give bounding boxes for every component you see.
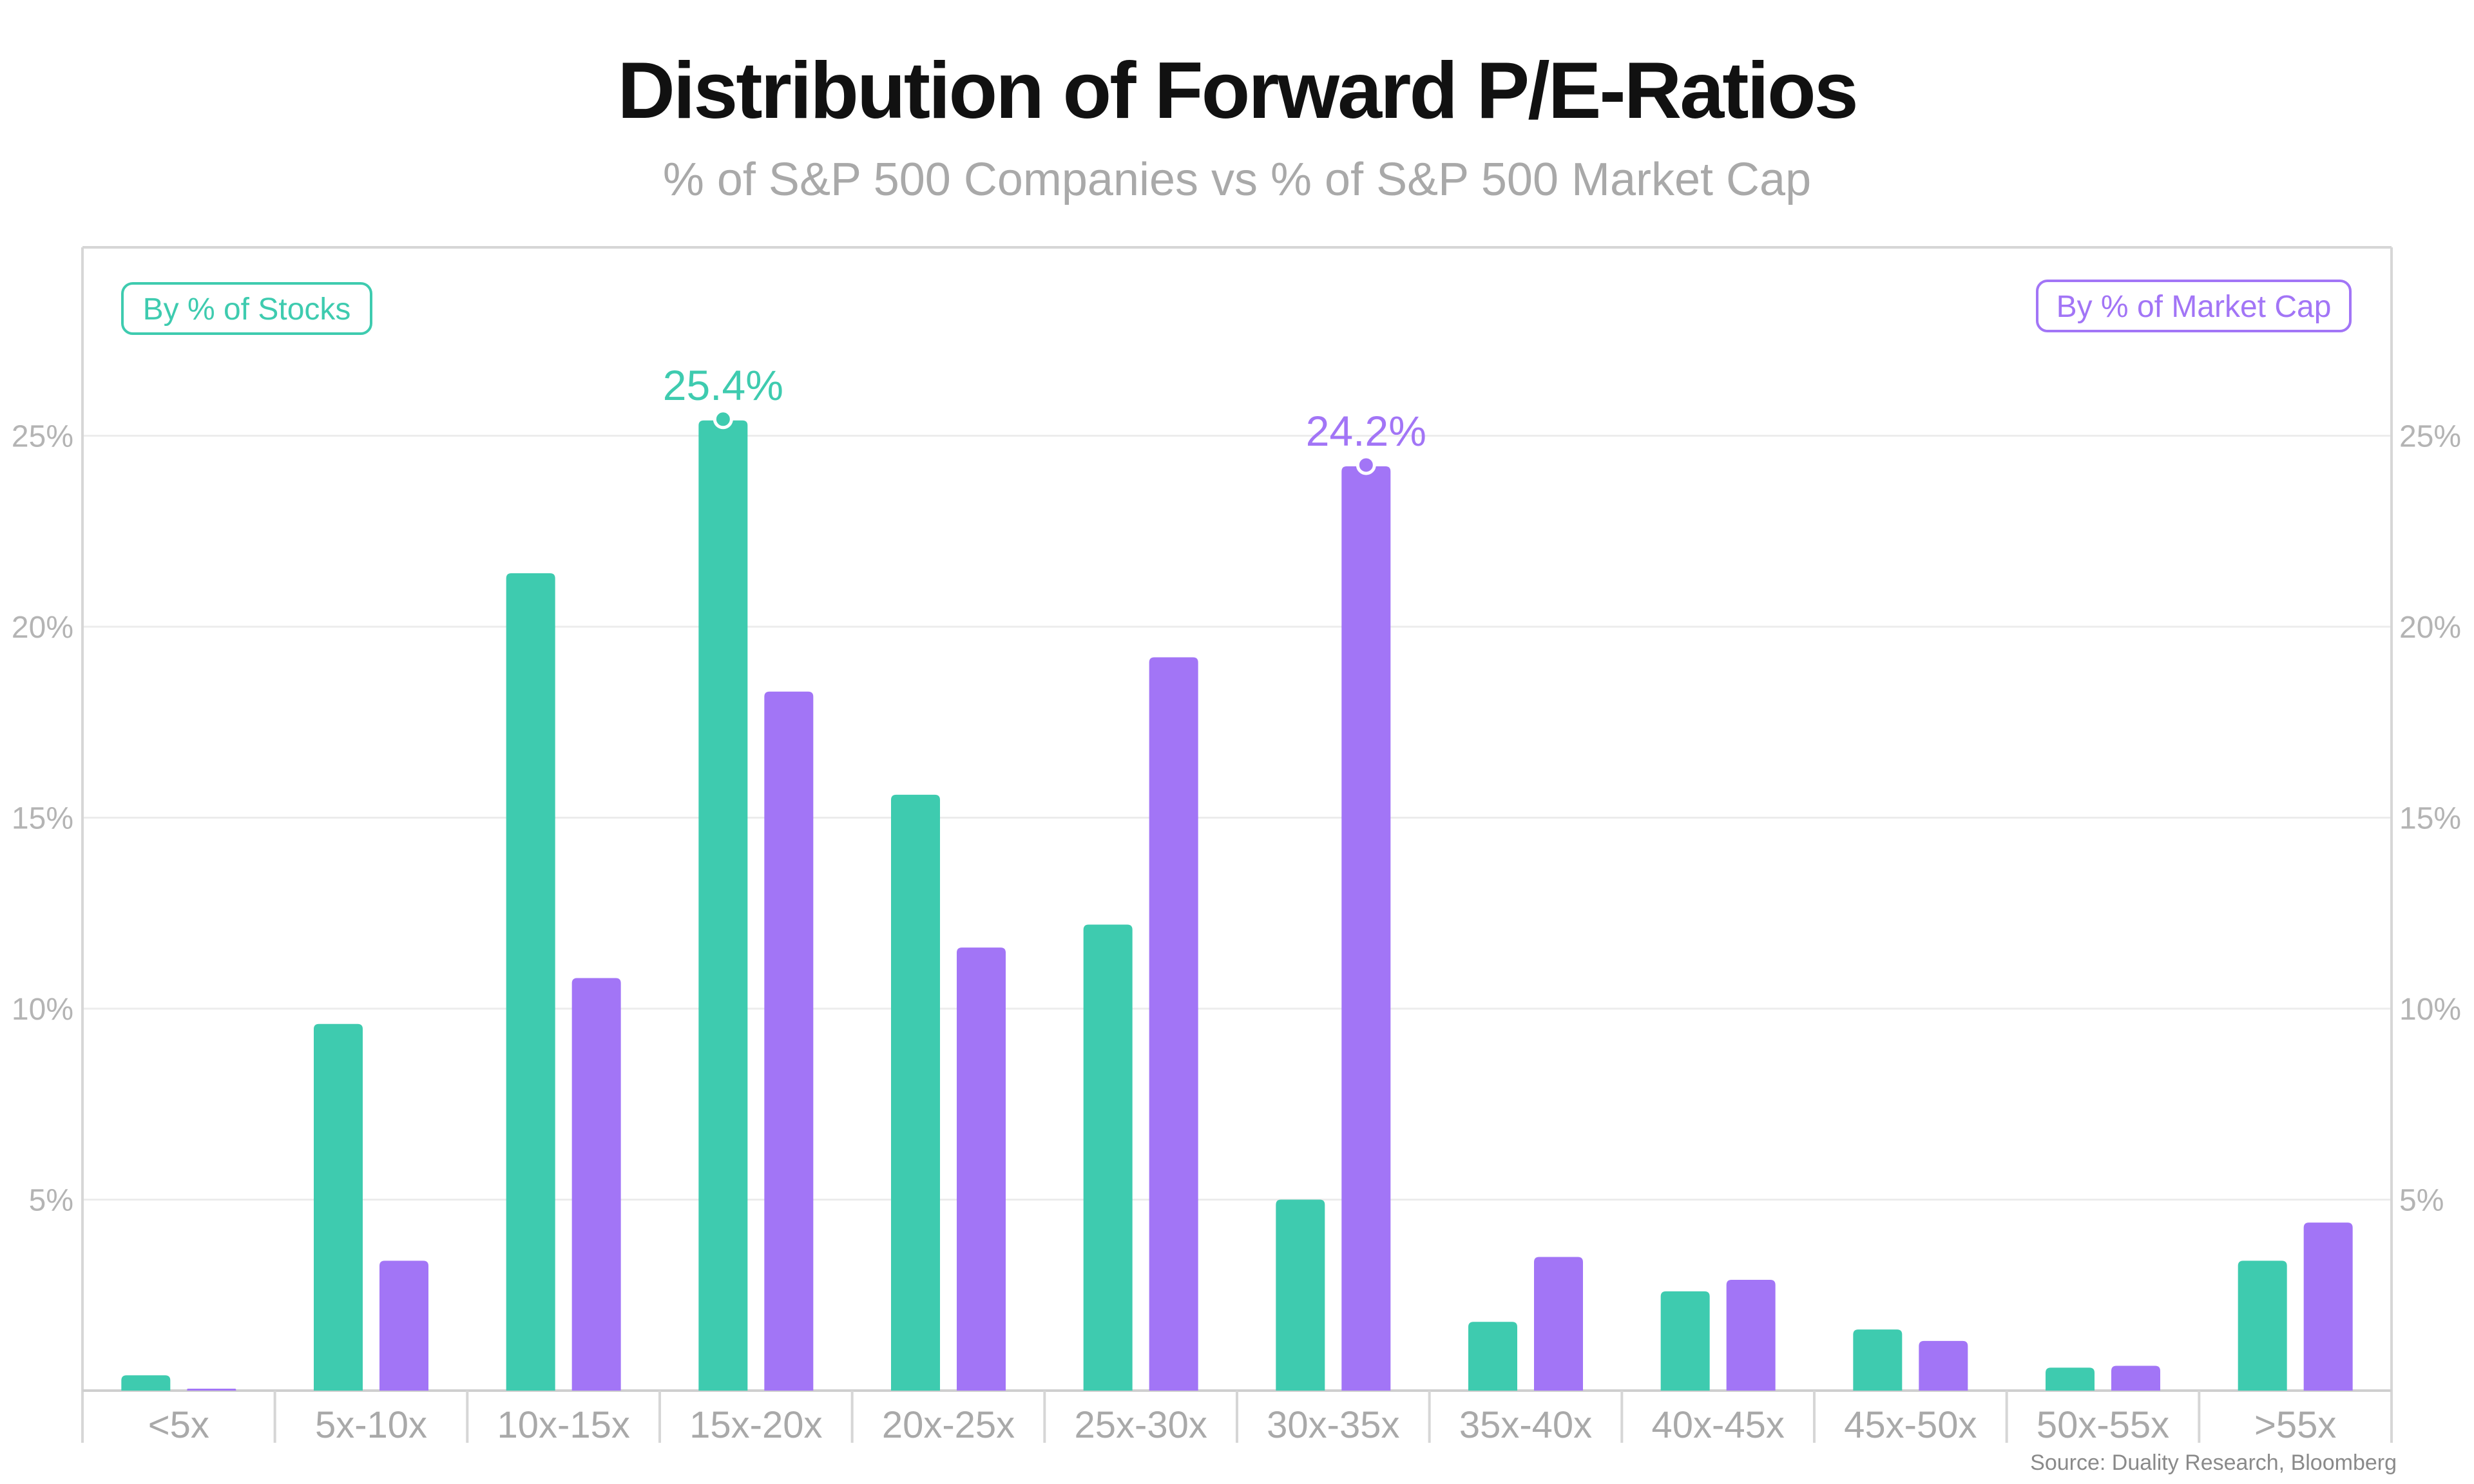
x-tick-label: 20x-25x: [882, 1404, 1015, 1446]
bar-stocks: [1468, 1322, 1517, 1391]
legend-stocks-label: By % of Stocks: [143, 292, 351, 327]
legend-market-cap-label: By % of Market Cap: [2057, 290, 2332, 324]
y-tick-label-right: 5%: [2399, 1184, 2444, 1218]
source-note: Source: Duality Research, Bloomberg: [2030, 1451, 2397, 1475]
peak-label: 25.4%: [663, 361, 783, 409]
bar-market-cap: [571, 978, 621, 1391]
legend-stocks-box: [121, 282, 372, 335]
y-tick-label-left: 25%: [12, 420, 73, 454]
y-tick-label-left: 5%: [29, 1184, 73, 1218]
bar-market-cap: [1726, 1280, 1776, 1391]
legend-market-cap-box: [2036, 280, 2352, 332]
x-tick-label: 50x-55x: [2037, 1404, 2169, 1446]
bar-market-cap: [379, 1260, 428, 1391]
peak-marker: [713, 409, 733, 430]
bar-stocks: [121, 1375, 171, 1391]
y-tick-label-right: 25%: [2399, 420, 2461, 454]
chart-title: Distribution of Forward P/E-Ratios: [617, 46, 1858, 135]
bar-stocks: [2238, 1260, 2287, 1391]
bar-market-cap: [1534, 1257, 1583, 1391]
bar-market-cap: [2111, 1365, 2160, 1391]
bar-market-cap: [1149, 657, 1198, 1391]
peak-label: 24.2%: [1306, 407, 1426, 455]
chart-subtitle: % of S&P 500 Companies vs % of S&P 500 M…: [662, 154, 1812, 205]
bar-stocks: [1853, 1329, 1903, 1391]
x-tick-label: 45x-50x: [1844, 1404, 1977, 1446]
x-tick-label: 15x-20x: [689, 1404, 822, 1446]
bar-stocks: [891, 794, 940, 1391]
bar-market-cap: [1341, 466, 1391, 1391]
bar-stocks: [1660, 1291, 1710, 1391]
bar-market-cap: [187, 1389, 236, 1391]
x-tick-label: 40x-45x: [1651, 1404, 1784, 1446]
bar-stocks: [1083, 924, 1133, 1391]
bar-market-cap: [1919, 1340, 1968, 1391]
bar-stocks: [698, 420, 748, 1391]
y-tick-label-right: 15%: [2399, 802, 2461, 836]
y-tick-label-left: 10%: [12, 993, 73, 1027]
y-tick-label-right: 10%: [2399, 993, 2461, 1027]
x-tick-label: 35x-40x: [1459, 1404, 1592, 1446]
bar-market-cap: [764, 691, 814, 1391]
y-tick-label-right: 20%: [2399, 611, 2461, 645]
x-tick-label: 5x-10x: [315, 1404, 427, 1446]
bar-stocks: [1276, 1199, 1325, 1391]
bar-stocks: [2046, 1367, 2095, 1391]
x-tick-label: 30x-35x: [1267, 1404, 1399, 1446]
bar-market-cap: [2303, 1222, 2353, 1391]
peak-marker: [1356, 455, 1376, 475]
y-tick-label-left: 15%: [12, 802, 73, 836]
bar-stocks: [506, 573, 555, 1391]
bar-market-cap: [957, 947, 1006, 1391]
bar-stocks: [314, 1023, 363, 1391]
x-tick-label: <5x: [148, 1404, 209, 1446]
x-tick-label: >55x: [2254, 1404, 2336, 1446]
y-tick-label-left: 20%: [12, 611, 73, 645]
x-tick-label: 10x-15x: [497, 1404, 629, 1446]
x-tick-label: 25x-30x: [1074, 1404, 1207, 1446]
